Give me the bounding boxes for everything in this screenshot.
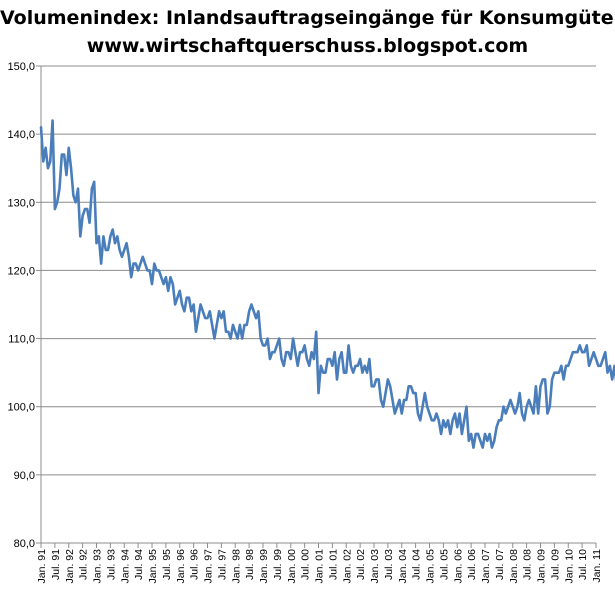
x-tick-label: Jan. 92 bbox=[64, 549, 76, 584]
series-layer bbox=[39, 119, 615, 449]
x-axis-ticks: Jan. 91 Jul. 91 Jan. 92 Jul. 92 Jan. 93 Jul. … bbox=[36, 549, 603, 584]
chart-title: Volumenindex: Inlandsauftragseingänge fü… bbox=[0, 7, 615, 29]
x-tick-label: Jul. 97 bbox=[216, 549, 228, 580]
x-tick-label: Jul. 91 bbox=[50, 549, 62, 580]
chart-subtitle: www.wirtschaftquerschuss.blogspot.com bbox=[86, 35, 529, 57]
x-tick-label: Jan. 93 bbox=[92, 549, 104, 584]
x-tick-label: Jan. 96 bbox=[175, 549, 187, 584]
y-tick-label: 150,0 bbox=[7, 61, 35, 73]
x-tick-label: Jan. 98 bbox=[230, 549, 242, 584]
x-tick-label: Jul. 03 bbox=[383, 549, 395, 580]
x-tick-label: Jan. 01 bbox=[314, 549, 326, 584]
x-tick-label: Jan. 99 bbox=[258, 549, 270, 584]
x-tick-label: Jul. 99 bbox=[272, 549, 284, 580]
x-tick-label: Jan. 02 bbox=[341, 549, 353, 584]
axes bbox=[36, 65, 597, 548]
x-tick-label: Jan. 09 bbox=[536, 549, 548, 584]
y-tick-label: 110,0 bbox=[8, 334, 35, 346]
x-tick-label: Jan. 03 bbox=[369, 549, 381, 584]
y-tick-label: 140,0 bbox=[7, 129, 35, 141]
series-line-0 bbox=[39, 119, 615, 449]
y-tick-label: 130,0 bbox=[7, 197, 35, 209]
x-tick-label: Jul. 02 bbox=[355, 549, 367, 580]
chart-title-block: Volumenindex: Inlandsauftragseingänge fü… bbox=[0, 4, 615, 60]
x-tick-label: Jan. 97 bbox=[203, 549, 215, 584]
x-tick-label: Jul. 00 bbox=[300, 549, 312, 580]
x-tick-label: Jan. 11 bbox=[591, 549, 603, 583]
x-tick-label: Jul. 08 bbox=[522, 549, 534, 580]
x-tick-label: Jul. 93 bbox=[105, 549, 117, 580]
x-tick-label: Jul. 98 bbox=[244, 549, 256, 580]
x-tick-label: Jul. 96 bbox=[189, 549, 201, 580]
x-tick-label: Jul. 07 bbox=[494, 549, 506, 580]
x-tick-label: Jan. 95 bbox=[147, 549, 159, 584]
x-tick-label: Jan. 10 bbox=[563, 549, 575, 584]
y-tick-label: 90,0 bbox=[14, 470, 35, 482]
x-tick-label: Jan. 07 bbox=[480, 549, 492, 584]
gridlines bbox=[41, 65, 596, 544]
x-tick-label: Jan. 91 bbox=[36, 549, 48, 584]
y-axis-ticks: 80,0 90,0 100,0 110,0 120,0 130,0 140,0 150,0 bbox=[7, 61, 35, 550]
x-tick-label: Jan. 05 bbox=[425, 549, 437, 584]
x-tick-label: Jul. 92 bbox=[78, 549, 90, 580]
x-tick-label: Jan. 00 bbox=[286, 549, 298, 584]
x-tick-label: Jan. 04 bbox=[397, 549, 409, 584]
x-tick-label: Jan. 94 bbox=[119, 549, 131, 584]
x-tick-label: Jul. 10 bbox=[577, 549, 589, 580]
x-tick-label: Jul. 06 bbox=[466, 549, 478, 580]
x-tick-label: Jul. 04 bbox=[411, 549, 423, 580]
x-tick-label: Jul. 94 bbox=[133, 549, 145, 580]
x-tick-label: Jul. 01 bbox=[327, 549, 339, 580]
y-tick-label: 120,0 bbox=[7, 265, 35, 277]
x-tick-label: Jul. 05 bbox=[438, 549, 450, 580]
x-tick-label: Jan. 08 bbox=[508, 549, 520, 584]
x-tick-label: Jul. 09 bbox=[549, 549, 561, 580]
y-tick-label: 80,0 bbox=[14, 538, 35, 550]
x-tick-label: Jul. 95 bbox=[161, 549, 173, 580]
x-tick-label: Jan. 06 bbox=[452, 549, 464, 584]
y-tick-label: 100,0 bbox=[7, 402, 35, 414]
